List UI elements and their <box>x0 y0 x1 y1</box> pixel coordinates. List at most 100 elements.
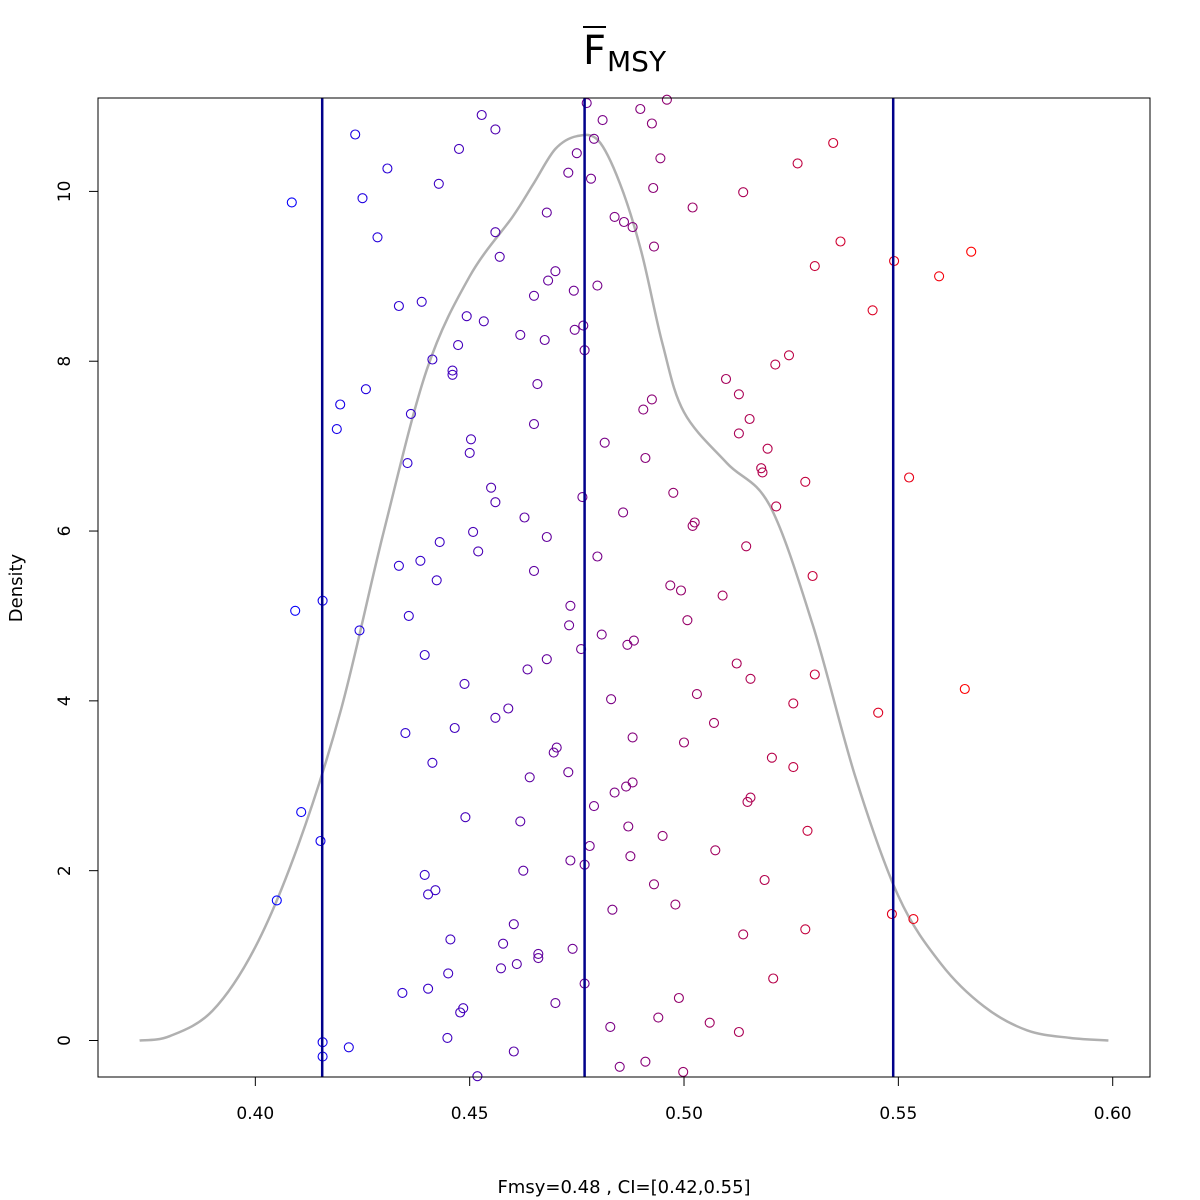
data-point <box>533 953 544 964</box>
data-point <box>770 359 781 370</box>
data-point <box>614 1061 625 1072</box>
y-tick-label: 8 <box>55 356 75 367</box>
data-point <box>745 673 756 684</box>
data-point <box>271 895 282 906</box>
data-point <box>873 707 884 718</box>
data-point <box>585 173 597 184</box>
data-point <box>447 369 458 380</box>
points-layer <box>271 94 977 1082</box>
data-point <box>771 501 782 512</box>
data-point <box>599 437 610 448</box>
data-point <box>442 1032 453 1043</box>
data-point <box>627 222 638 233</box>
data-point <box>290 605 301 616</box>
data-point <box>551 742 562 753</box>
data-point <box>533 948 544 959</box>
data-point <box>578 320 589 331</box>
data-point <box>592 280 603 291</box>
data-point <box>494 251 505 262</box>
data-point <box>625 851 636 862</box>
data-point <box>397 987 408 998</box>
data-point <box>458 1003 469 1014</box>
x-tick-label: 0.60 <box>1094 1104 1132 1124</box>
data-point <box>828 137 839 149</box>
data-point <box>708 717 720 728</box>
data-point <box>835 236 846 247</box>
data-point <box>682 615 693 626</box>
data-point <box>908 914 919 925</box>
data-point <box>627 777 638 788</box>
data-point <box>423 983 434 994</box>
data-point <box>453 143 465 154</box>
data-point <box>524 772 535 783</box>
data-point <box>503 703 514 714</box>
data-point <box>403 610 414 621</box>
data-point <box>623 821 634 832</box>
x-tick-label: 0.55 <box>879 1104 917 1124</box>
data-point <box>640 452 651 464</box>
data-point <box>430 885 441 896</box>
data-point <box>564 620 575 631</box>
data-point <box>605 1021 616 1032</box>
data-point <box>511 959 522 970</box>
data-point <box>419 649 430 661</box>
data-point <box>687 202 698 213</box>
data-point <box>678 1066 689 1077</box>
data-point <box>627 732 638 743</box>
data-point <box>490 124 501 135</box>
data-point <box>807 570 818 582</box>
data-point <box>738 187 749 198</box>
data-point <box>609 211 620 222</box>
data-point <box>738 929 749 940</box>
density-curve <box>139 133 1109 1042</box>
data-point <box>548 747 559 758</box>
data-point <box>673 992 684 1004</box>
density-curve-layer <box>139 133 1109 1042</box>
data-point <box>621 781 632 792</box>
data-point <box>565 855 576 866</box>
data-point <box>515 816 526 827</box>
data-point <box>581 98 592 109</box>
data-point <box>508 1046 519 1057</box>
data-point <box>286 197 297 208</box>
y-tick-label: 4 <box>55 695 75 706</box>
data-point <box>809 261 820 272</box>
data-point <box>382 163 393 174</box>
data-point <box>646 394 657 405</box>
data-point <box>372 232 383 243</box>
data-point <box>495 963 507 974</box>
data-point <box>648 182 659 194</box>
data-point <box>453 340 464 351</box>
data-point <box>607 904 618 915</box>
data-point <box>609 787 620 798</box>
data-point <box>646 118 657 129</box>
data-point <box>465 434 477 445</box>
data-point <box>296 807 307 818</box>
data-point <box>393 300 404 312</box>
data-point <box>490 712 501 723</box>
data-point <box>460 812 471 823</box>
data-point <box>449 722 460 734</box>
data-point <box>788 698 799 709</box>
data-point <box>756 463 767 474</box>
data-point <box>431 575 442 586</box>
data-point <box>648 879 660 890</box>
data-point <box>473 546 484 557</box>
data-point <box>759 874 770 886</box>
data-point <box>762 443 773 454</box>
data-point <box>445 934 456 945</box>
x-tick-label: 0.40 <box>236 1104 274 1124</box>
plot-frame <box>97 97 1151 1078</box>
data-point <box>717 590 728 601</box>
data-point <box>966 246 977 257</box>
y-axis-title: Density <box>6 553 27 622</box>
data-point <box>459 678 470 689</box>
data-point <box>508 919 519 930</box>
data-point <box>490 227 501 238</box>
y-tick-label: 6 <box>55 526 75 537</box>
data-point <box>710 845 721 856</box>
data-point <box>592 551 603 562</box>
data-point <box>744 413 755 425</box>
data-point <box>768 973 779 984</box>
